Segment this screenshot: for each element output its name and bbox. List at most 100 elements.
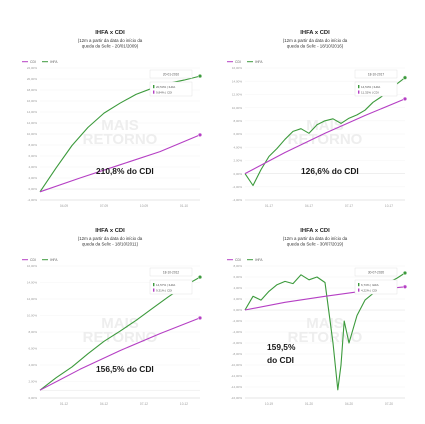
legend: CDI IHFA — [227, 60, 263, 64]
y-tick-label: 10,00% — [232, 106, 243, 110]
x-tick-label: 07-12 — [140, 402, 148, 406]
y-tick-label: 4,00% — [233, 286, 242, 290]
x-tick-label: 04-17 — [305, 204, 313, 208]
chart-subtitle-line: (12m a partir da data do início da — [78, 38, 143, 43]
series-line-cdi — [244, 98, 406, 175]
tooltip-swatch — [153, 288, 155, 292]
y-tick-label: 6,00% — [28, 154, 37, 158]
chart-panel-2: IHFA x CDI (12m a partir da data do iníci… — [215, 20, 415, 220]
tooltip-date: 18-10-2017 — [368, 73, 385, 77]
series-endpoint-cdi — [402, 284, 408, 289]
chart-panel-4: IHFA x CDI (12m a partir da data do iníci… — [215, 218, 415, 418]
x-tick-label: 10-17 — [385, 204, 393, 208]
tooltip-date: 18-10-2012 — [163, 271, 180, 275]
legend-label: CDI — [30, 60, 36, 64]
y-tick-label: 0,00% — [28, 396, 37, 400]
y-tick-label: -6,00% — [232, 341, 242, 345]
series-line-ihfa — [244, 77, 406, 187]
chart-subtitle-line: queda da Selic - 18/10/2011) — [82, 242, 139, 247]
y-tick-label: 2,00% — [233, 159, 242, 163]
tooltip-swatch — [358, 90, 360, 94]
tooltip-swatch — [358, 288, 360, 292]
legend: CDI IHFA — [227, 258, 263, 262]
result-label-line: do CDI — [267, 355, 294, 365]
tooltip-value: 9,84% | CDI — [156, 90, 172, 94]
result-label-line: 159,5% — [267, 342, 296, 352]
y-tick-label: 22,00% — [27, 66, 38, 70]
x-tick-label: 01-17 — [265, 204, 273, 208]
chart-1-svg: IHFA x CDI (12m a partir da data do iníci… — [22, 30, 203, 208]
legend-label: CDI — [235, 60, 241, 64]
watermark-text: RETORNO — [288, 131, 363, 148]
series-endpoint-ihfa — [402, 75, 408, 80]
tooltip-values-box — [354, 81, 398, 97]
tooltip-value: 4,22% | CDI — [361, 288, 377, 292]
legend-label: CDI — [235, 258, 241, 262]
series-endpoint-ihfa — [197, 274, 203, 280]
y-tick-label: 4,00% — [233, 145, 242, 149]
legend-label: IHFA — [255, 60, 263, 64]
y-tick-label: -2,00% — [232, 185, 242, 189]
chart-subtitle-line: (12m a partir da data do início da — [78, 236, 143, 241]
x-tick-label: 01-12 — [60, 402, 68, 406]
x-tick-label: 07-17 — [345, 204, 353, 208]
chart-subtitle-line: queda da Selic - 20/01/2009) — [82, 44, 139, 49]
x-tick-label: 04-09 — [60, 204, 68, 208]
x-tick-label: 01-20 — [305, 402, 313, 406]
y-tick-label: 12,00% — [27, 297, 38, 301]
y-tick-label: 14,00% — [27, 281, 38, 285]
y-tick-label: 8,00% — [28, 143, 37, 147]
watermark-text: MAIS — [101, 315, 139, 332]
y-tick-label: 0,00% — [233, 308, 242, 312]
y-tick-label: -10,00% — [231, 363, 243, 367]
y-tick-label: 12,00% — [27, 121, 38, 125]
y-tick-label: 16,00% — [232, 66, 243, 70]
chart-subtitle-line: queda da Selic - 18/10/2016) — [287, 44, 344, 49]
y-tick-label: 6,00% — [28, 347, 37, 351]
tooltip-values-box — [354, 279, 398, 295]
tooltip-value: 6,73% | IHFA — [361, 283, 379, 287]
chart-4-svg: IHFA x CDI (12m a partir da data do iníci… — [227, 228, 408, 406]
legend-label: IHFA — [50, 60, 58, 64]
y-tick-label: 4,00% — [28, 363, 37, 367]
y-tick-label: -8,00% — [232, 352, 242, 356]
tooltip-value: 9,31% | CDI — [156, 288, 172, 292]
chart-2-svg: IHFA x CDI (12m a partir da data do iníci… — [227, 30, 408, 208]
result-label: 210,8% do CDI — [96, 166, 154, 176]
watermark-text: MAIS — [101, 117, 139, 134]
y-tick-label: 0,00% — [233, 172, 242, 176]
result-label: 126,6% do CDI — [301, 166, 359, 176]
chart-subtitle-line: (12m a partir da data do início da — [283, 236, 348, 241]
y-tick-label: 16,00% — [27, 99, 38, 103]
watermark-text: MAIS — [306, 315, 344, 332]
y-tick-label: -2,00% — [27, 198, 37, 202]
tooltip-value: 14,57% | IHFA — [156, 283, 175, 287]
tooltip-swatch — [153, 90, 155, 94]
y-tick-label: 16,00% — [27, 264, 38, 268]
tooltip-values-box — [149, 81, 193, 97]
y-tick-label: 18,00% — [27, 88, 38, 92]
x-tick-label: 10-19 — [265, 402, 273, 406]
y-tick-label: 6,00% — [233, 132, 242, 136]
x-tick-label: 10-09 — [140, 204, 148, 208]
y-tick-label: 14,00% — [232, 79, 243, 83]
y-tick-label: 20,00% — [27, 77, 38, 81]
tooltip-date: 30-07-2020 — [368, 271, 385, 275]
y-tick-label: -14,00% — [231, 385, 243, 389]
tooltip-date-box — [149, 69, 193, 79]
y-tick-label: 8,00% — [233, 119, 242, 123]
y-tick-label: 6,00% — [233, 275, 242, 279]
y-tick-label: 8,00% — [233, 264, 242, 268]
series-line-cdi — [39, 317, 201, 391]
tooltip-swatch — [358, 85, 360, 89]
series-line-cdi — [39, 134, 201, 193]
chart-panel-3: IHFA x CDI (12m a partir da data do iníci… — [10, 218, 210, 418]
legend-label: IHFA — [255, 258, 263, 262]
tooltip-date-box — [354, 69, 398, 79]
series-endpoint-ihfa — [402, 270, 408, 276]
y-tick-label: -12,00% — [231, 374, 243, 378]
